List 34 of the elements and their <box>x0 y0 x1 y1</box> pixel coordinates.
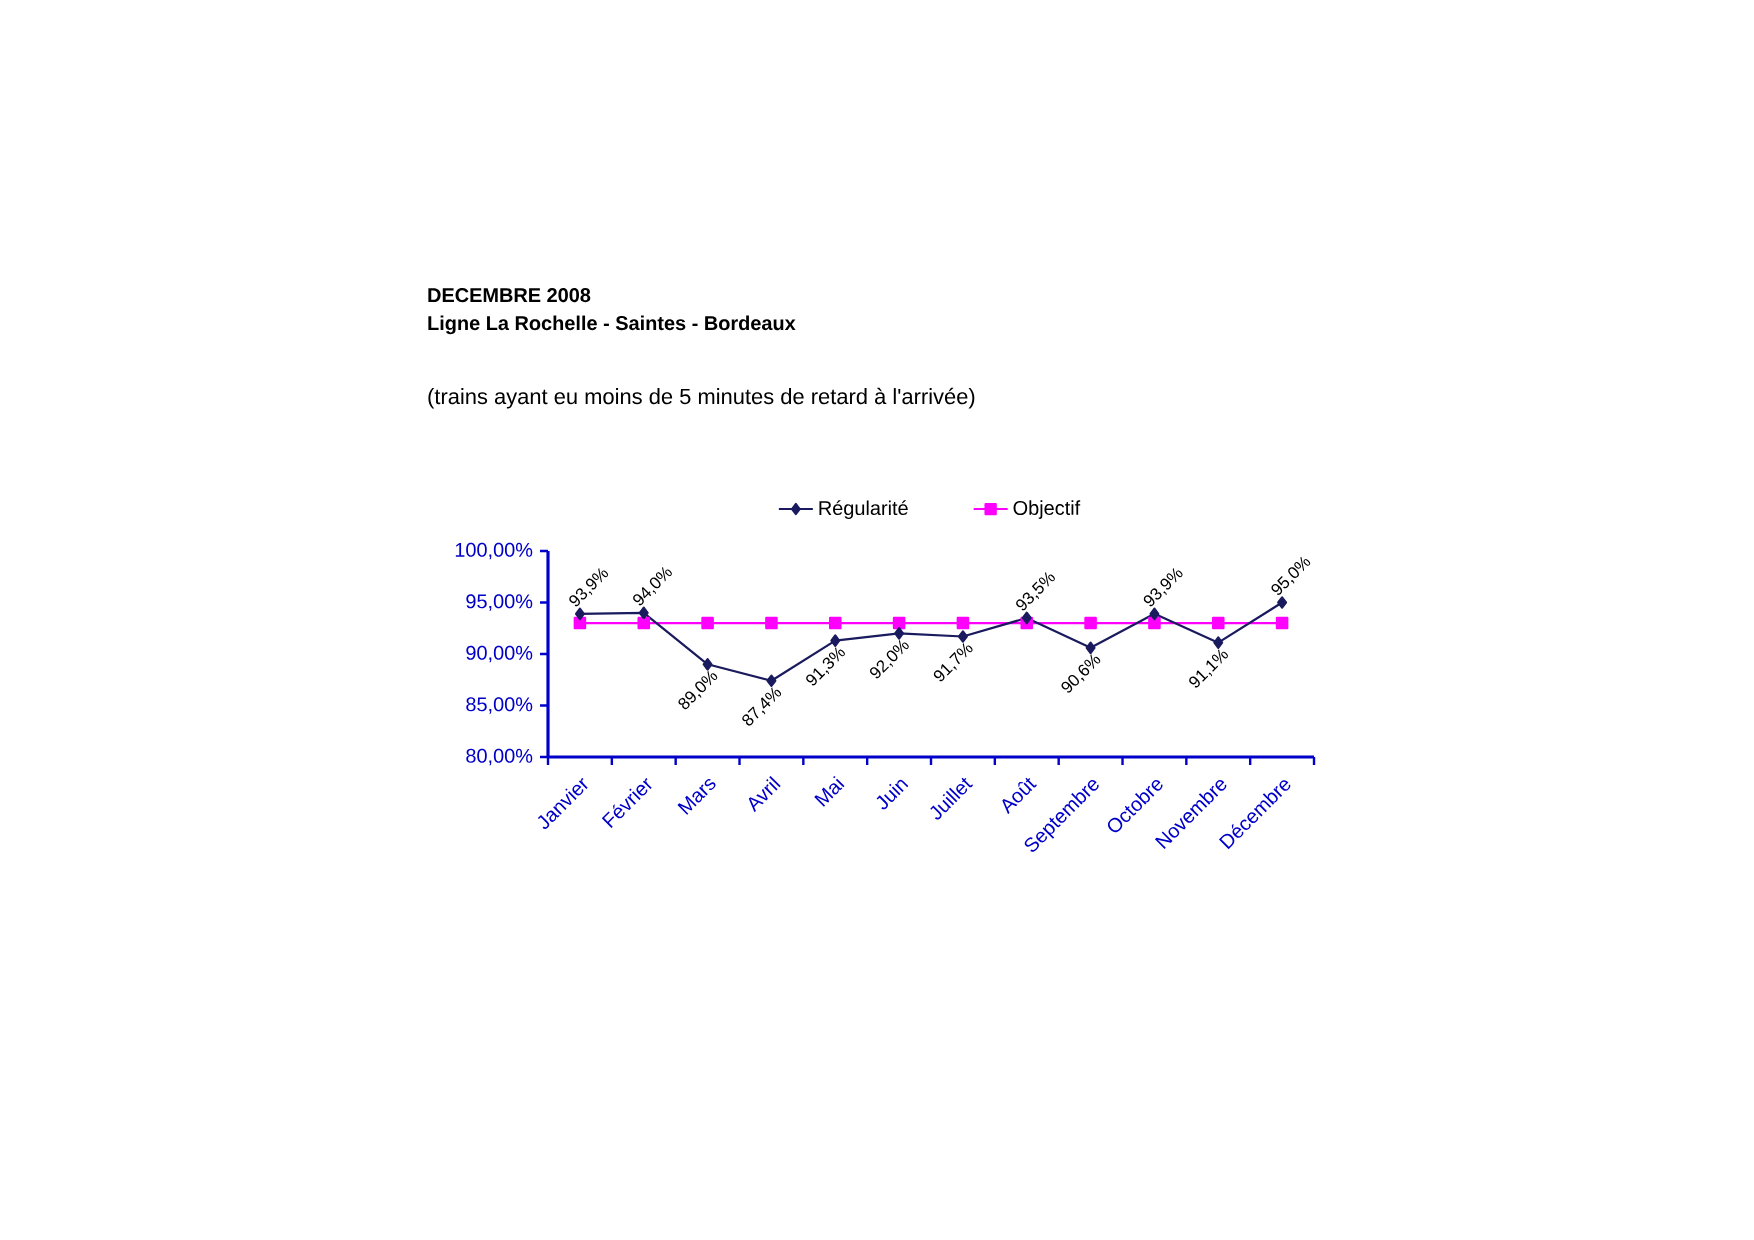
point <box>1021 611 1032 625</box>
point <box>957 630 968 643</box>
point <box>638 606 649 620</box>
y-tick-label: 85,00% <box>466 697 533 714</box>
point <box>892 616 906 630</box>
x-tick-label: Mai <box>814 775 845 807</box>
point <box>765 616 778 630</box>
text: (trains ayant eu moins de 5 minutes de retard à l'arrivée) <box>428 387 975 409</box>
y-tick-label: 90,00% <box>466 645 533 663</box>
x-tick-label: Juin <box>876 779 909 810</box>
point <box>1277 596 1288 609</box>
point <box>766 674 777 688</box>
y-tick-label: 100,00% <box>455 542 533 560</box>
point <box>1084 616 1097 630</box>
point <box>1148 616 1161 630</box>
point <box>701 616 714 630</box>
chart-subtitle: Ligne La Rochelle - Saintes - Bordeaux <box>428 315 796 335</box>
point <box>1213 636 1224 649</box>
point <box>1211 616 1225 630</box>
point <box>637 616 651 630</box>
point <box>1149 607 1160 621</box>
point <box>1085 641 1096 655</box>
legend-label: Régularité <box>819 500 908 520</box>
y-tick-label: 95,00% <box>466 594 533 611</box>
point <box>830 634 841 647</box>
point <box>956 616 970 630</box>
chart-title: DECEMBRE 2008 <box>428 288 591 303</box>
y-tick-label: 80,00% <box>466 748 533 766</box>
point <box>828 616 842 630</box>
point <box>702 658 713 671</box>
legend-label: Objectif <box>1013 500 1081 519</box>
point <box>574 607 585 621</box>
point <box>1275 616 1289 630</box>
point <box>894 627 905 640</box>
